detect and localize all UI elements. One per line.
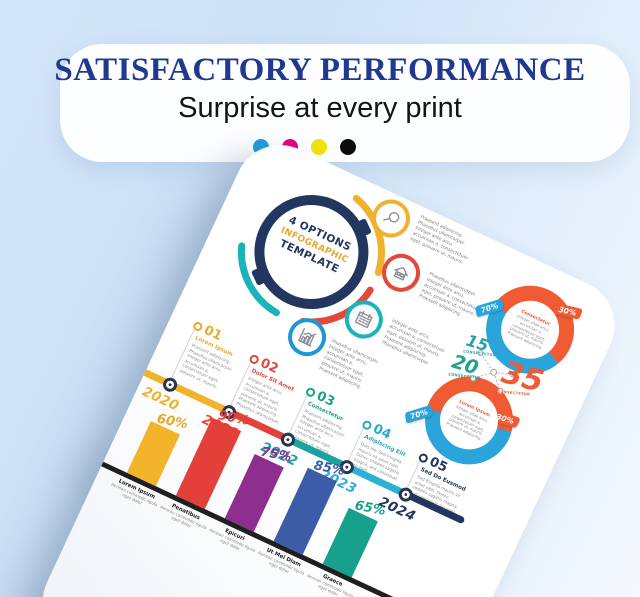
house-circle	[375, 247, 427, 299]
bar-ut-mei-diam	[273, 467, 337, 555]
icon-text-3: Integer ante arcu, accumsan a, consectet…	[380, 318, 446, 367]
option-05-marker-icon	[417, 452, 430, 465]
calendar-icon	[354, 310, 373, 329]
bar-lorem-ipsum	[126, 421, 180, 487]
icon-text-2: Phasellus ullamcorper. Integer ante arcu…	[417, 272, 480, 318]
magnifier-circle	[365, 193, 417, 244]
option-04: 04 Adipiscing Elit Duis leo. Sed fringil…	[344, 417, 418, 488]
calendar-circle	[338, 294, 390, 345]
option-02-marker-icon	[248, 353, 261, 366]
yellow-dot-icon	[311, 139, 327, 155]
black-dot-icon	[340, 139, 356, 155]
stats-connector-graph	[470, 349, 516, 395]
magnifier-icon	[383, 211, 400, 223]
chart-circle	[281, 311, 333, 363]
option-03-marker-icon	[304, 386, 317, 399]
house-icon	[393, 267, 408, 281]
stat-35: 35 CONSECTETUR	[497, 355, 547, 401]
option-04-marker-icon	[360, 419, 373, 432]
option-01-marker-icon	[191, 320, 204, 333]
bar-chart-icon	[298, 328, 317, 347]
donut-bottom-blue-label: 70%	[404, 404, 434, 424]
printed-infographic-page: 4 OPTIONS INFOGRAPHIC TEMPLATE	[27, 130, 630, 597]
bar-epicuri	[224, 453, 284, 532]
page-subtitle: Surprise at every print	[178, 92, 462, 124]
page-title: SATISFACTORY PERFORMANCE	[54, 52, 586, 88]
donut-bottom-text: Integer vitae arcu, accumsan a, consecte…	[445, 403, 490, 442]
bar-graece	[322, 507, 378, 578]
center-ring-and-arcs	[237, 194, 385, 326]
